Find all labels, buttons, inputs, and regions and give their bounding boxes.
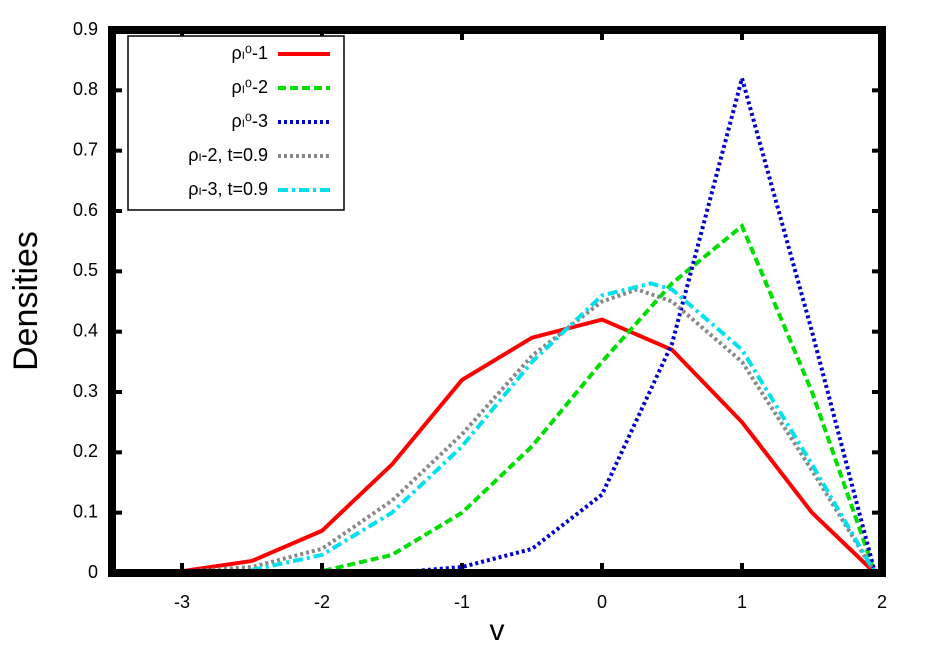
legend-label: ρₗ⁰-3 — [232, 111, 268, 131]
y-tick-label: 0.6 — [73, 200, 98, 220]
line-series — [251, 222, 877, 575]
legend-label: ρₗ-2, t=0.9 — [188, 145, 268, 165]
line-series — [111, 317, 877, 575]
y-tick-label: 0.3 — [73, 381, 98, 401]
x-tick-label: 1 — [737, 592, 747, 612]
legend-label: ρₗ-3, t=0.9 — [188, 179, 268, 199]
y-tick-label: 0.7 — [73, 139, 98, 159]
line-series — [181, 287, 877, 575]
legend-label: ρₗ⁰-1 — [232, 43, 268, 63]
y-tick-label: 0.2 — [73, 441, 98, 461]
y-tick-label: 0.4 — [73, 320, 98, 340]
x-axis-label: v — [490, 614, 505, 647]
line-series — [391, 70, 877, 575]
x-tick-label: -3 — [174, 592, 190, 612]
y-tick-label: 0.8 — [73, 79, 98, 99]
x-tick-label: 0 — [597, 592, 607, 612]
legend-label: ρₗ⁰-2 — [232, 77, 268, 97]
x-tick-label: -1 — [454, 592, 470, 612]
line-series — [251, 281, 877, 575]
y-axis-label: Densities — [7, 231, 45, 371]
y-tick-label: 0.1 — [73, 501, 98, 521]
y-tick-label: 0.9 — [73, 19, 98, 39]
x-tick-label: 2 — [877, 592, 887, 612]
y-tick-label: 0 — [88, 562, 98, 582]
plot-frame — [108, 26, 886, 577]
x-tick-label: -2 — [314, 592, 330, 612]
y-tick-label: 0.5 — [73, 260, 98, 280]
